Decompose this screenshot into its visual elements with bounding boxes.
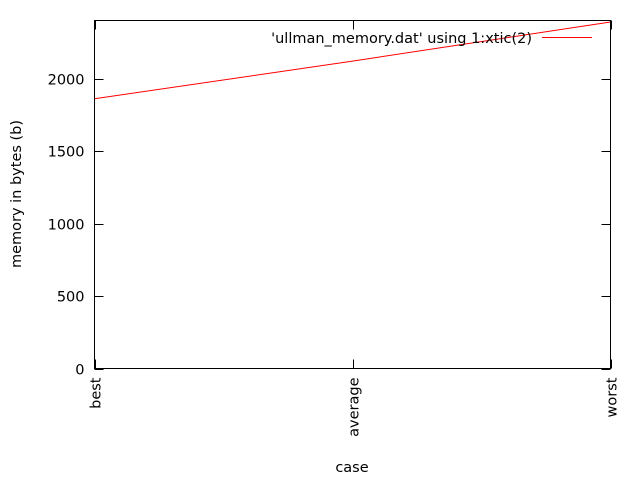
y-axis-label: memory in bytes (b) — [9, 120, 25, 268]
y-tick-label: 0 — [75, 363, 84, 379]
x-tick-label: best — [89, 377, 105, 409]
x-axis-label: case — [335, 460, 368, 476]
y-tick-label: 1000 — [48, 218, 85, 234]
legend-label: 'ullman_memory.dat' using 1:xtic(2) — [271, 31, 532, 47]
y-tick-label: 2000 — [48, 73, 85, 89]
y-tick-label: 1500 — [48, 145, 85, 161]
x-tick-label: worst — [605, 377, 621, 417]
x-tick-label: average — [347, 377, 363, 436]
y-tick-label: 500 — [57, 290, 85, 306]
plot-frame — [94, 20, 611, 369]
legend: 'ullman_memory.dat' using 1:xtic(2) — [271, 31, 592, 47]
